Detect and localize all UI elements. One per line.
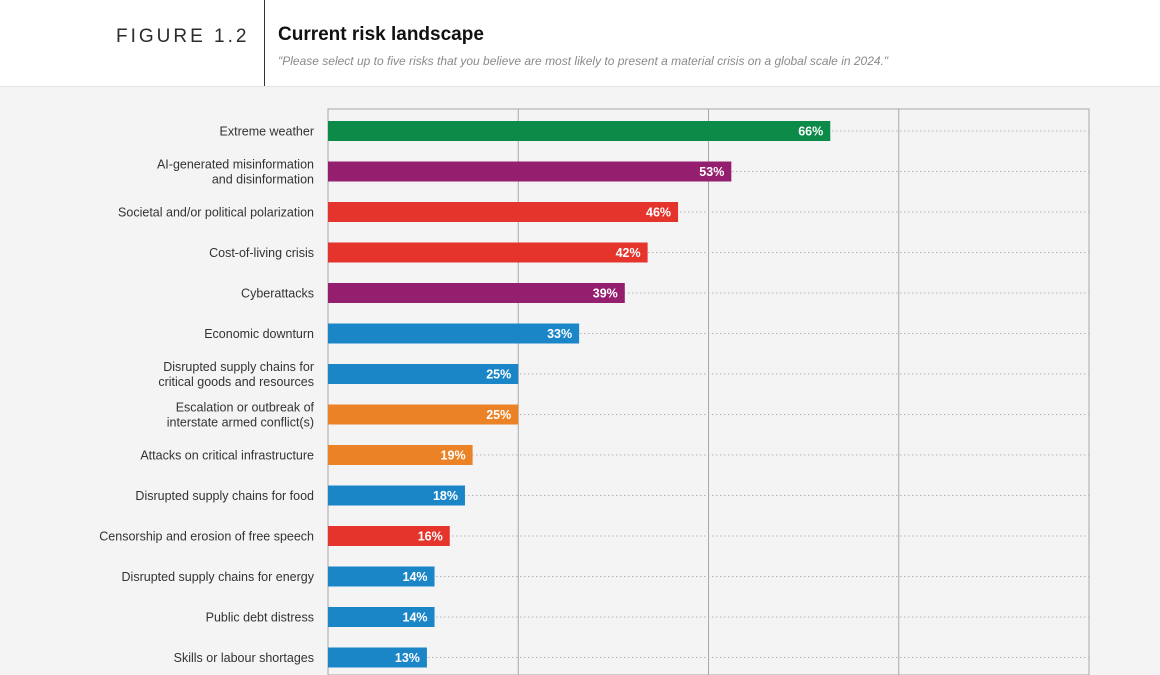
- data-label: 18%: [433, 489, 458, 503]
- bar: [328, 526, 450, 546]
- bar: [328, 445, 473, 465]
- figure-header: FIGURE 1.2 Current risk landscape "Pleas…: [0, 0, 1160, 87]
- category-label: Cost-of-living crisis: [209, 246, 314, 260]
- data-label: 46%: [646, 206, 671, 220]
- bar: [328, 566, 435, 587]
- bar: [328, 607, 435, 627]
- bar: [328, 404, 519, 425]
- category-label: Public debt distress: [206, 611, 314, 625]
- data-label: 19%: [441, 449, 466, 463]
- bar: [328, 202, 679, 222]
- bar: [328, 242, 648, 263]
- category-label: Economic downturn: [204, 327, 314, 341]
- category-label: critical goods and resources: [158, 375, 314, 389]
- data-label: 42%: [616, 246, 641, 260]
- figure-number: FIGURE 1.2: [116, 26, 250, 47]
- data-label: 14%: [403, 611, 428, 625]
- data-label: 13%: [395, 651, 420, 665]
- category-label: Cyberattacks: [241, 287, 314, 301]
- category-label: AI-generated misinformation: [157, 158, 314, 172]
- figure-subtitle: "Please select up to five risks that you…: [278, 54, 889, 68]
- category-label: interstate armed conflict(s): [167, 416, 314, 430]
- category-label: Disrupted supply chains for: [163, 360, 314, 374]
- category-label: and disinformation: [212, 173, 314, 187]
- bar: [328, 323, 580, 344]
- data-label: 25%: [486, 368, 511, 382]
- category-label: Censorship and erosion of free speech: [99, 530, 314, 544]
- bar: [328, 364, 519, 384]
- data-label: 16%: [418, 530, 443, 544]
- category-label: Disrupted supply chains for energy: [122, 570, 315, 584]
- data-label: 25%: [486, 408, 511, 422]
- bar-chart: 66% Extreme weather 53% AI-generated misinf…: [99, 108, 1090, 675]
- bar: [328, 283, 625, 303]
- category-label: Societal and/or political polarization: [118, 206, 314, 220]
- data-label: 14%: [403, 570, 428, 584]
- category-label: Skills or labour shortages: [174, 651, 314, 665]
- category-label: Escalation or outbreak of: [176, 401, 315, 415]
- bar: [328, 161, 732, 182]
- header-divider: [264, 0, 265, 86]
- figure-title: Current risk landscape: [278, 24, 484, 45]
- category-label: Attacks on critical infrastructure: [140, 449, 314, 463]
- data-label: 33%: [547, 327, 572, 341]
- data-label: 39%: [593, 287, 618, 301]
- category-label: Disrupted supply chains for food: [135, 489, 314, 503]
- data-label: 66%: [798, 125, 823, 139]
- data-label: 53%: [699, 165, 724, 179]
- bar: [328, 485, 465, 506]
- bar: [328, 121, 831, 141]
- chart-area: 66% Extreme weather 53% AI-generated misinf…: [0, 87, 1160, 675]
- category-label: Extreme weather: [220, 125, 314, 139]
- bar: [328, 647, 427, 668]
